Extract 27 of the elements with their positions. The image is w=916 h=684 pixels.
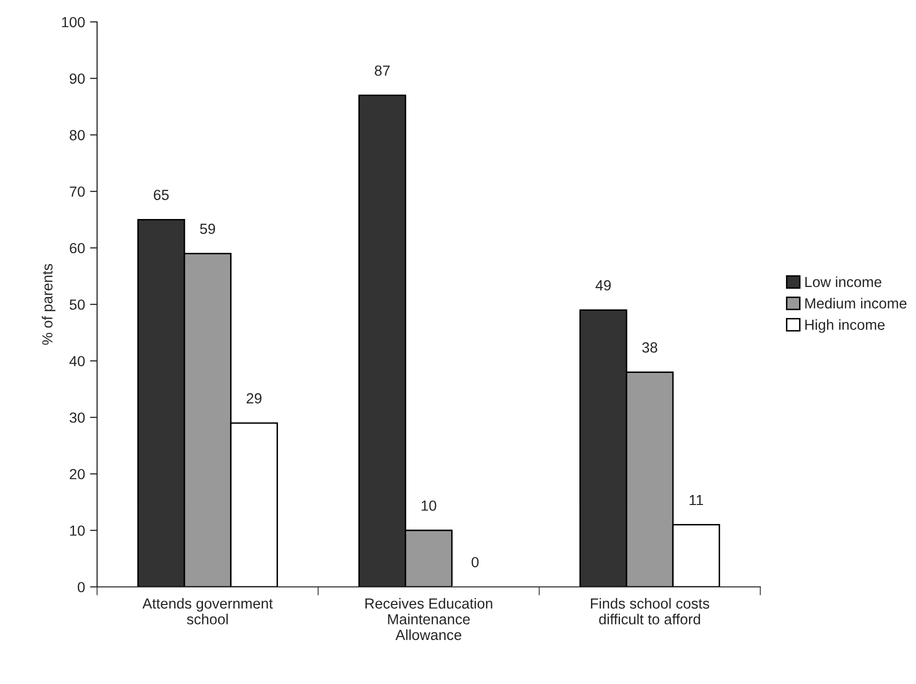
- data-label: 10: [422, 500, 436, 511]
- y-tick-label: 70: [70, 186, 85, 197]
- y-tick-label: 80: [70, 130, 85, 140]
- x-tick-label: Finds school costs difficult to afford: [590, 598, 710, 624]
- legend-label: Medium income: [805, 298, 906, 309]
- y-tick-label: 0: [78, 582, 85, 592]
- data-label: 59: [200, 224, 216, 234]
- y-tick-label: 30: [70, 412, 85, 423]
- y-axis-title: % of parents: [42, 264, 56, 345]
- y-tick-label: 60: [70, 242, 85, 254]
- y-tick-label: 20: [70, 468, 85, 480]
- data-label: 65: [154, 190, 169, 200]
- data-label: 49: [596, 280, 611, 290]
- legend-label: High income: [805, 319, 885, 333]
- y-tick-label: 10: [70, 525, 85, 536]
- y-tick-label: 100: [62, 16, 85, 28]
- x-tick-label: Receives Education Maintenance Allowance: [365, 598, 492, 640]
- y-tick-label: 40: [69, 356, 85, 366]
- data-label: 11: [690, 495, 704, 506]
- data-label: 29: [246, 393, 262, 404]
- y-tick-label: 90: [70, 73, 85, 84]
- data-label: 87: [374, 65, 390, 76]
- data-label: 38: [642, 342, 658, 353]
- legend-label: Low income: [805, 276, 882, 288]
- data-label: 0: [472, 556, 479, 568]
- y-tick-label: 50: [70, 299, 85, 310]
- x-tick-label: Attends government school: [142, 598, 273, 624]
